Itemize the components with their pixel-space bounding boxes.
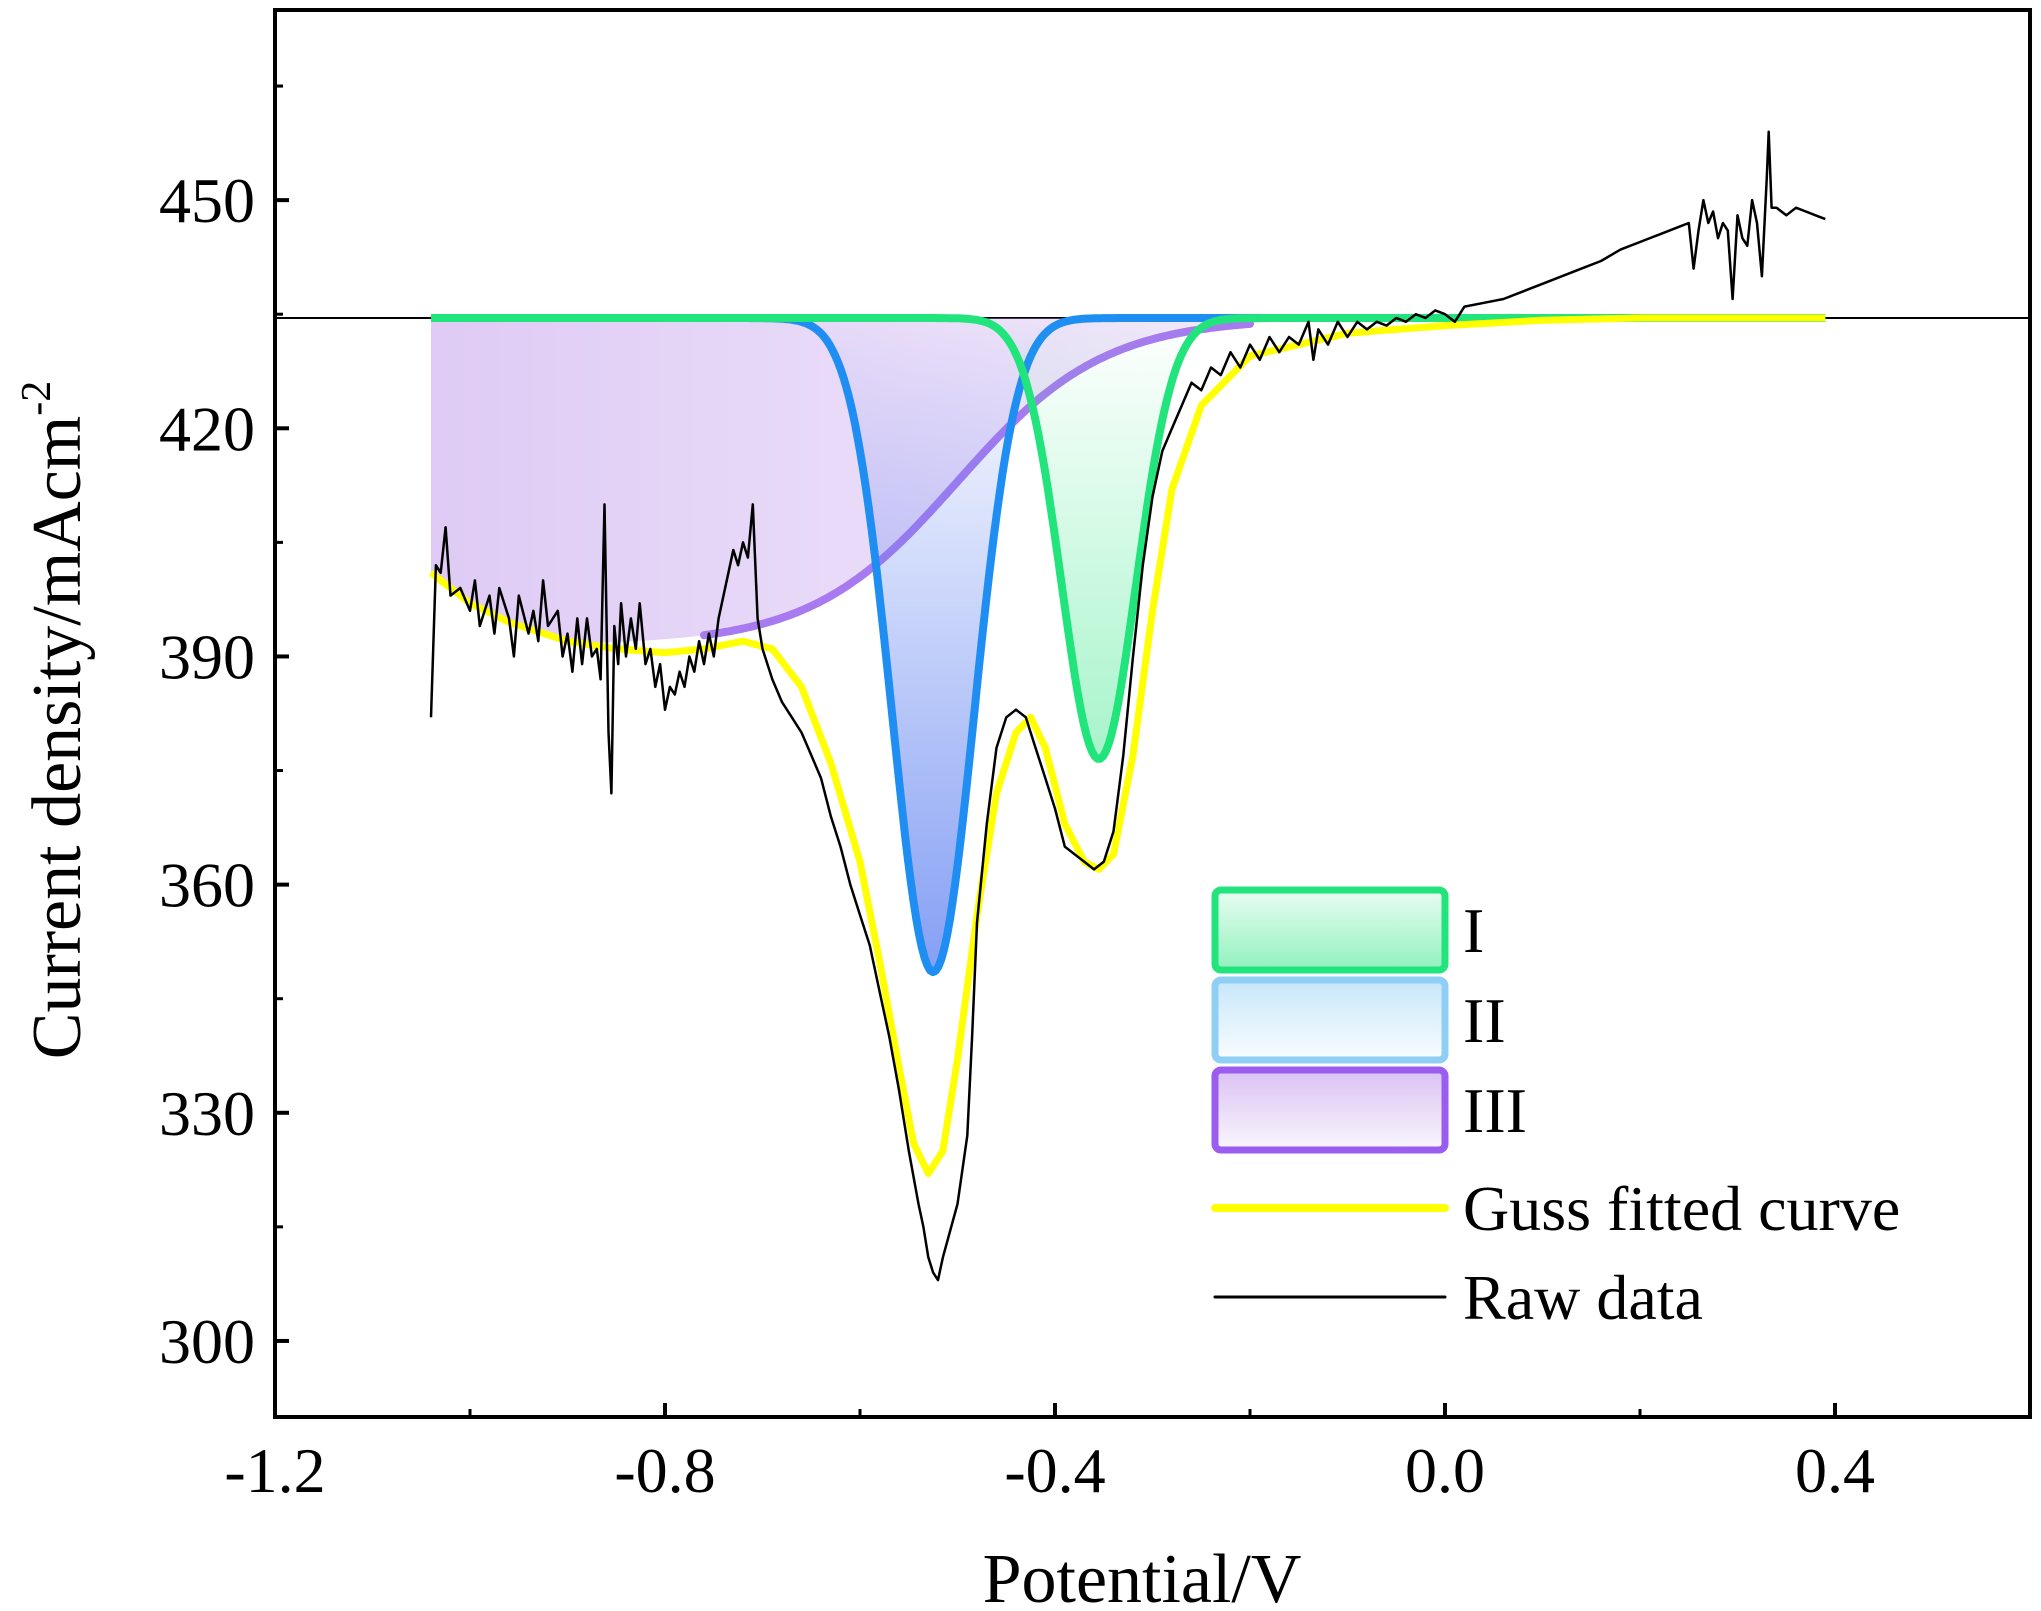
legend-label: Raw data <box>1463 1262 1703 1333</box>
axes-layer: -1.2 -0.8 -0.4 0.0 0.4 300 330 360 390 420 450 <box>159 8 2032 1506</box>
y-tick-label: 390 <box>159 621 255 692</box>
y-tick-label: 420 <box>159 393 255 464</box>
legend-label: II <box>1463 985 1506 1056</box>
x-tick-label: 0.0 <box>1405 1435 1485 1506</box>
legend-label: III <box>1463 1075 1527 1146</box>
legend-item-3: III <box>1211 1066 1527 1154</box>
legend-label: Guss fitted curve <box>1463 1173 1900 1244</box>
y-axis-title-main: Current density/mAcm <box>19 416 96 1060</box>
curves-layer <box>275 130 2030 1282</box>
x-tick-label: -0.8 <box>614 1435 715 1506</box>
raw-data-line <box>429 130 1826 1282</box>
legend-item-2: II <box>1211 976 1506 1064</box>
y-tick-label: 330 <box>159 1078 255 1149</box>
legend-item-5: Raw data <box>1213 1262 1703 1333</box>
legend-swatch <box>1211 1066 1449 1154</box>
legend-item-1: I <box>1211 886 1484 974</box>
y-tick-label: 360 <box>159 850 255 921</box>
y-tick-label: 300 <box>159 1306 255 1377</box>
legend-item-4: Guss fitted curve <box>1211 1173 1900 1244</box>
plot-frame <box>273 8 2032 1419</box>
component-I-fill <box>431 318 1826 759</box>
y-axis-title: Current density/mAcm-2 <box>14 381 96 1060</box>
component-III-fill <box>431 318 1826 644</box>
y-axis-title-sup: -2 <box>14 381 60 416</box>
x-tick-label: -0.4 <box>1004 1435 1105 1506</box>
legend-swatch <box>1211 886 1449 974</box>
legend-label: I <box>1463 895 1484 966</box>
x-axis-title: Potential/V <box>983 1541 1302 1611</box>
x-tick-label: 0.4 <box>1795 1435 1875 1506</box>
x-tick-label: -1.2 <box>224 1435 325 1506</box>
legend-swatch <box>1211 976 1449 1064</box>
y-tick-label: 450 <box>159 165 255 236</box>
